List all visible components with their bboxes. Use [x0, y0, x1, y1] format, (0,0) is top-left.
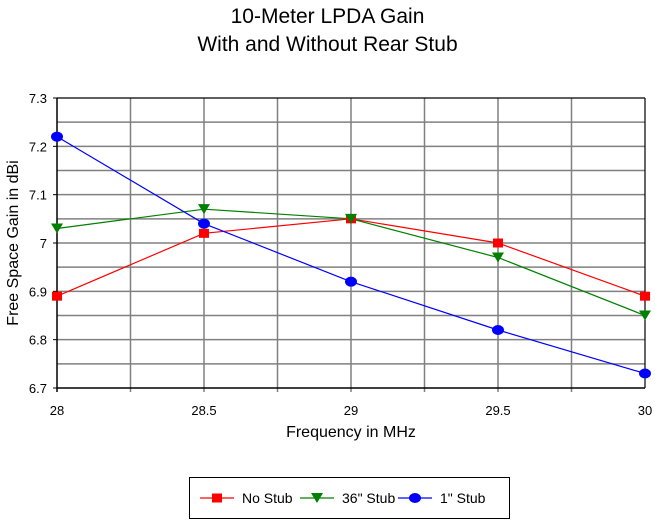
data-point — [198, 204, 210, 215]
legend-item: 1" Stub — [398, 490, 498, 506]
legend-label: 1" Stub — [440, 490, 486, 506]
legend-label: No Stub — [242, 490, 293, 506]
x-tick-label: 30 — [638, 403, 652, 418]
x-tick-label: 28 — [50, 403, 64, 418]
data-point — [492, 325, 504, 335]
y-tick-label: 7 — [40, 236, 47, 251]
y-tick-label: 7.3 — [29, 91, 47, 106]
data-point — [492, 252, 504, 263]
data-point — [51, 223, 63, 234]
x-tick-label: 28.5 — [191, 403, 216, 418]
data-point — [198, 218, 210, 229]
legend-label: 36" Stub — [342, 490, 396, 506]
y-axis-label: Free Space Gain in dBi — [5, 160, 22, 325]
x-tick-label: 29.5 — [485, 403, 510, 418]
legend-swatch — [398, 493, 432, 503]
legend-marker — [212, 493, 222, 503]
data-point — [345, 276, 357, 287]
legend-swatch — [300, 493, 334, 503]
y-tick-label: 6.9 — [29, 284, 47, 299]
legend-item: 36" Stub — [300, 490, 400, 506]
data-point — [199, 228, 209, 238]
legend-marker — [409, 493, 421, 503]
data-point — [639, 310, 651, 321]
y-tick-label: 7.1 — [29, 188, 47, 203]
data-point — [493, 238, 503, 248]
data-point — [51, 131, 63, 142]
legend-swatch — [200, 493, 234, 503]
x-axis-label: Frequency in MHz — [286, 424, 416, 441]
y-tick-label: 6.8 — [29, 333, 47, 348]
x-tick-label: 29 — [344, 403, 358, 418]
legend-item: No Stub — [200, 490, 300, 506]
data-point — [52, 291, 62, 301]
chart-legend: No Stub 36" Stub 1" Stub — [189, 477, 510, 519]
chart-title: 10-Meter LPDA Gain — [230, 5, 425, 28]
data-point — [345, 213, 357, 224]
chart-subtitle: With and Without Rear Stub — [197, 33, 458, 56]
y-tick-label: 7.2 — [29, 139, 47, 154]
data-point — [640, 291, 650, 301]
y-tick-label: 6.7 — [29, 381, 47, 396]
data-point — [639, 368, 651, 379]
legend-marker — [311, 493, 323, 503]
